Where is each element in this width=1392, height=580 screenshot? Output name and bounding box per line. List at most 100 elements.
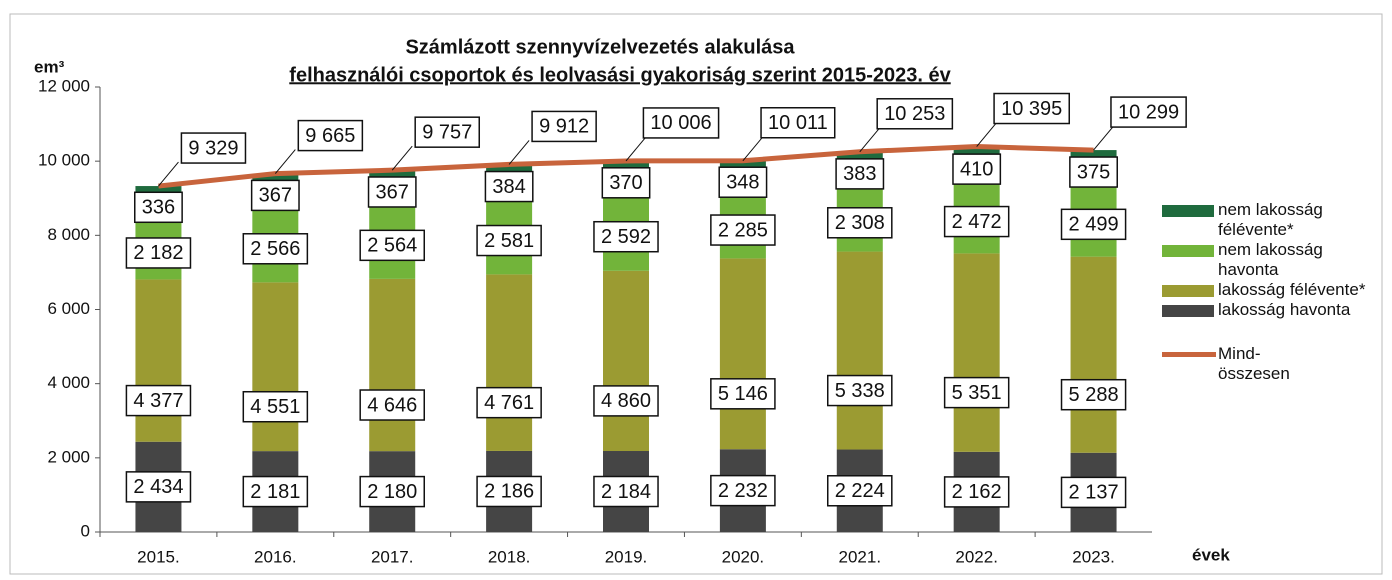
value-label: 10 395 [1001,98,1062,120]
legend-label: lakosság havonta [1218,300,1351,319]
value-label-box [952,153,1002,185]
value-label-box [125,384,192,417]
label-leader [1093,125,1114,151]
value-label-box [242,390,309,423]
value-label-box [943,476,1010,508]
legend-item: nem lakosság félévente* [1162,200,1368,240]
value-label-box [943,205,1010,238]
value-label: 2 308 [835,212,885,234]
value-label: 9 665 [305,125,355,147]
legend-item: lakosság félévente* [1162,280,1368,300]
legend-item: Mind-összesen [1162,344,1328,384]
frame [9,13,1383,575]
value-label-box [1060,476,1127,509]
value-label: 375 [1077,161,1110,183]
value-label: 2 224 [835,480,885,502]
value-label: 4 761 [484,392,534,414]
value-label-box [359,389,426,421]
value-label-box [826,374,893,407]
label-leader [859,127,881,153]
x-tick-label: 2022. [955,547,998,566]
x-tick-label: 2019. [605,547,648,566]
value-label-box [414,116,481,148]
value-label-box [134,191,183,224]
value-label: 10 253 [884,103,945,125]
value-label: 10 006 [650,112,711,134]
legend-label: nem lakosság havonta [1218,240,1323,279]
chart-subtitle: felhasználói csoportok és leolvasási gya… [289,64,951,86]
value-label-box [835,158,885,190]
x-tick-label: 2020. [722,547,765,566]
label-leader [391,145,413,171]
value-label: 2 184 [601,481,651,503]
value-label-box [593,385,659,417]
value-label-box [642,107,720,139]
legend-swatch [1162,305,1214,317]
x-tick-label: 2021. [839,547,882,566]
value-label: 2 180 [367,481,417,503]
value-label: 383 [843,163,876,185]
y-tick-label: 2 000 [47,447,90,466]
value-label-box [359,475,426,508]
label-leader [158,161,179,187]
value-label: 2 592 [601,226,651,248]
legend-label: lakosság félévente* [1218,280,1366,299]
value-label-box [1110,96,1187,128]
legend-label: Mind-összesen [1218,344,1290,383]
bar-segment [252,282,299,452]
legend-item: nem lakosság havonta [1162,240,1368,280]
y-tick-label: 6 000 [47,299,90,318]
value-label-box [531,110,597,143]
label-leader [274,149,296,174]
y-tick-label: 10 000 [38,151,90,170]
value-label: 2 566 [250,238,300,260]
value-label: 370 [609,172,642,194]
value-label-box [180,132,247,164]
bar-segment [135,279,182,442]
y-unit: em³ [34,57,65,76]
value-label: 2 285 [718,219,768,241]
value-label-box [484,170,534,203]
value-label: 2 186 [484,481,534,503]
legend-swatch [1162,205,1214,217]
value-label-box [476,224,542,257]
value-label: 5 288 [1069,384,1119,406]
value-label-box [718,166,768,198]
value-label: 2 162 [952,481,1002,503]
value-label-box [760,107,836,139]
value-label-box [826,475,893,507]
value-label-box [367,176,417,208]
value-label: 10 011 [768,112,828,134]
value-label-box [1060,208,1127,241]
value-label-box [250,179,300,212]
x-tick-label: 2018. [488,547,531,566]
y-tick-label: 4 000 [47,373,90,392]
legend-item: lakosság havonta [1162,300,1368,320]
value-label: 2 232 [718,480,768,502]
value-label: 4 646 [367,394,417,416]
bar-segment [603,270,649,452]
value-label-box [476,475,542,508]
value-label-box [710,474,776,507]
bar-segment [369,278,416,452]
label-leader [976,122,998,147]
value-label-box [993,92,1071,125]
value-label-box [1060,378,1127,411]
x-tick-label: 2017. [371,547,414,566]
y-tick-label: 12 000 [38,76,90,95]
value-label: 2 499 [1069,214,1119,236]
bar-segment [486,274,533,451]
value-label: 384 [492,176,525,198]
value-label-box [242,233,309,265]
value-label: 2 137 [1069,482,1119,504]
value-label: 2 434 [133,476,183,498]
y-tick-label: 8 000 [47,225,90,244]
value-label-box [359,229,426,262]
value-label: 4 860 [601,390,651,412]
value-label: 2 564 [367,235,417,257]
value-label: 4 551 [250,396,300,418]
value-label: 348 [726,171,759,193]
value-label-box [876,98,954,130]
